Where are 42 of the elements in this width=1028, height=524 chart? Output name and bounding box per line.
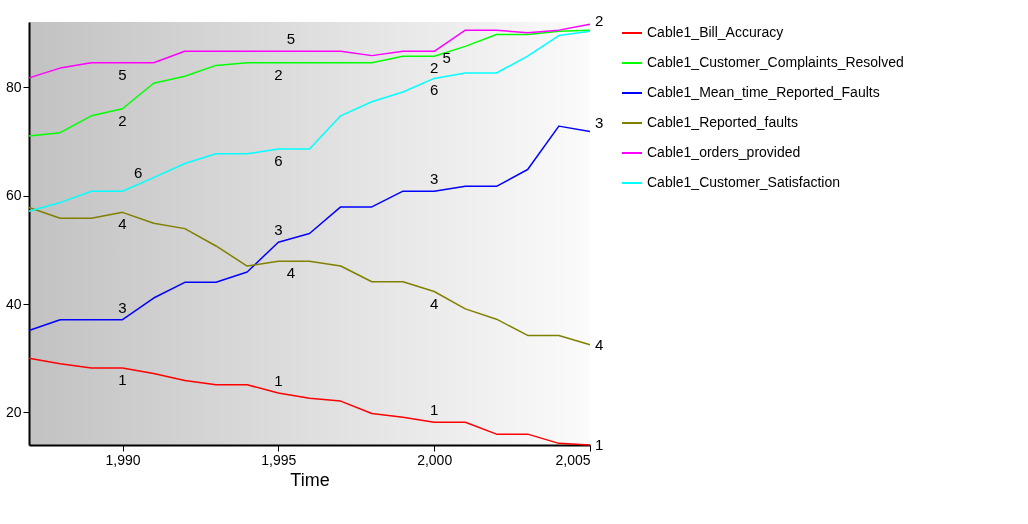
legend-label: Cable1_Mean_time_Reported_Faults — [647, 84, 880, 100]
legend-label: Cable1_Bill_Accuracy — [647, 24, 784, 40]
line-series — [28, 29, 591, 137]
annotation: 4 — [595, 335, 604, 353]
x-tick-label: 2,000 — [417, 451, 453, 468]
x-tick-label: 1,995 — [261, 451, 297, 468]
annotation: 3 — [429, 170, 439, 188]
annotation: 1 — [274, 371, 283, 389]
annotation: 1 — [429, 401, 439, 419]
annotation: 5 — [118, 65, 127, 83]
legend-label: Cable1_orders_provided — [647, 144, 801, 160]
annotation: 2 — [274, 65, 283, 83]
legend-label: Cable1_Reported_faults — [647, 114, 798, 130]
y-tick-label: 80 — [5, 78, 22, 95]
y-tick-label: 40 — [5, 295, 22, 312]
annotation: 6 — [429, 81, 439, 99]
annotation: 1 — [595, 436, 604, 453]
annotation: 2 — [118, 111, 127, 129]
annotation: 4 — [429, 294, 439, 312]
annotation: 4 — [286, 264, 295, 282]
legend-label: Cable1_Customer_Satisfaction — [647, 174, 840, 190]
annotation: 3 — [274, 221, 283, 239]
line-series — [28, 206, 591, 346]
legend-label: Cable1_Customer_Complaints_Resolved — [647, 54, 904, 70]
annotation: 6 — [274, 151, 283, 169]
x-axis-title: Time — [290, 469, 330, 490]
annotation: 2 — [595, 12, 604, 30]
annotation: 1 — [118, 370, 127, 388]
annotation: 5 — [442, 49, 451, 67]
annotation: 3 — [595, 113, 604, 131]
annotation: 4 — [118, 215, 127, 233]
line-series — [28, 23, 591, 79]
annotation: 3 — [118, 298, 127, 316]
x-tick-label: 2,005 — [555, 451, 591, 468]
y-tick-label: 20 — [5, 403, 22, 420]
line-series — [28, 30, 591, 213]
line-series — [28, 125, 591, 332]
y-tick-label: 60 — [5, 187, 22, 204]
x-tick-label: 1,990 — [105, 451, 141, 468]
annotation: 6 — [133, 163, 143, 181]
annotation: 2 — [429, 59, 439, 77]
annotation: 5 — [286, 30, 295, 48]
